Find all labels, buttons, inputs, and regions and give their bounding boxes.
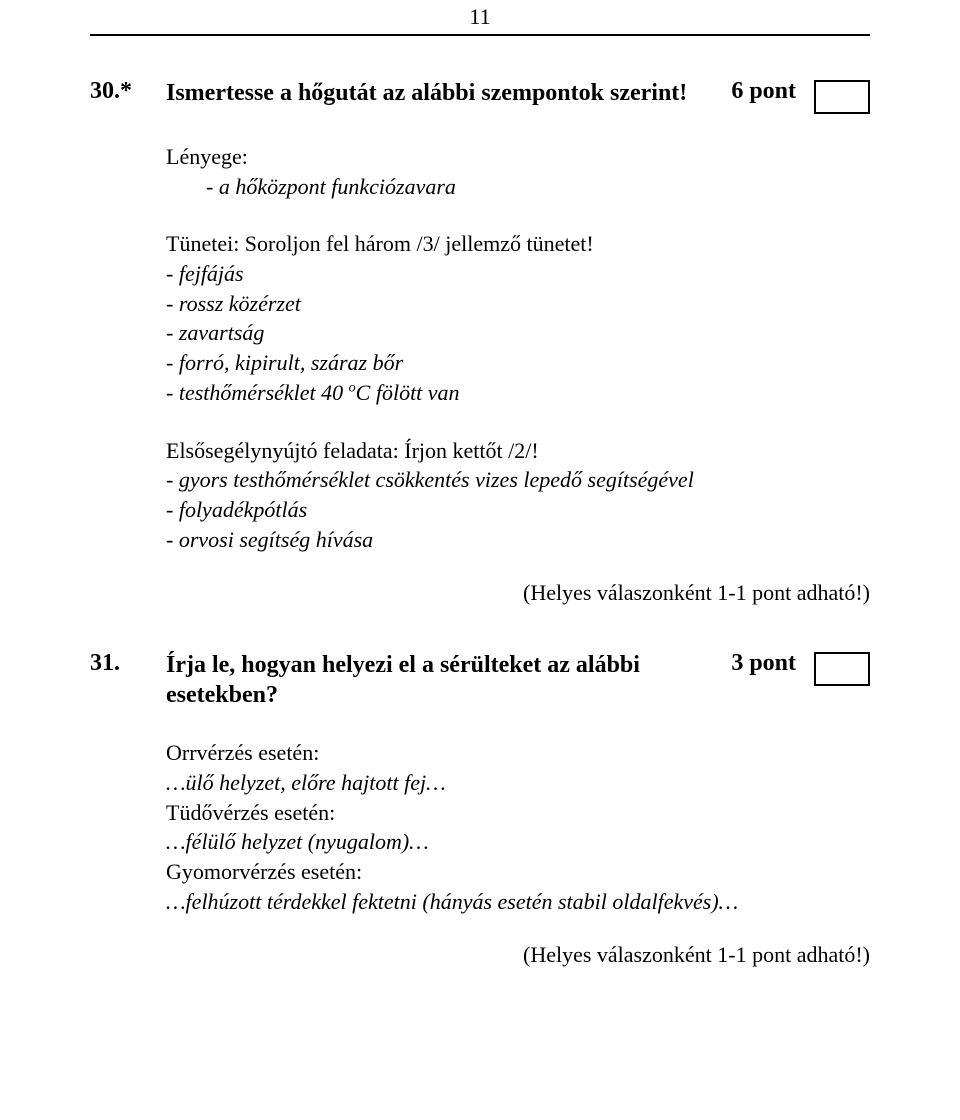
- q30-symptoms: Tünetei: Soroljon fel három /3/ jellemző…: [166, 229, 870, 407]
- q30-aid-label: Elsősegélynyújtó feladata: Írjon kettőt …: [166, 436, 870, 466]
- q30-temp-suffix: C fölött van: [356, 380, 460, 405]
- q30-aid: Elsősegélynyújtó feladata: Írjon kettőt …: [166, 436, 870, 555]
- q30-symptom-2: - rossz közérzet: [166, 289, 870, 319]
- q31-cases: Orrvérzés esetén: …ülő helyzet, előre ha…: [166, 738, 870, 916]
- q30-left: 30.* Ismertesse a hőgutát az alábbi szem…: [90, 78, 687, 108]
- q30-score-box[interactable]: [814, 80, 870, 114]
- q31-number: 31.: [90, 650, 140, 677]
- q31-score-box[interactable]: [814, 652, 870, 686]
- q31-case2-label: Tüdővérzés esetén:: [166, 798, 870, 828]
- q30-symptom-5: - testhőmérséklet 40 oC fölött van: [166, 378, 870, 408]
- q31-left: 31. Írja le, hogyan helyezi el a sérülte…: [90, 650, 640, 710]
- exam-page: 11 30.* Ismertesse a hőgutát az alábbi s…: [0, 0, 960, 1120]
- scoring-note-2: (Helyes válaszonként 1-1 pont adható!): [90, 942, 870, 968]
- q31-case2-answer: …félülő helyzet (nyugalom)…: [166, 827, 870, 857]
- q31-case3-answer: …felhúzott térdekkel fektetni (hányás es…: [166, 887, 870, 917]
- question-30-header: 30.* Ismertesse a hőgutát az alábbi szem…: [90, 78, 870, 114]
- q31-case3-label: Gyomorvérzés esetén:: [166, 857, 870, 887]
- q30-temp-sup: o: [349, 380, 356, 395]
- q31-points: 3 pont: [731, 650, 796, 677]
- q30-right: 6 pont: [731, 78, 870, 114]
- q30-temp-prefix: - testhőmérséklet 40: [166, 380, 349, 405]
- q30-aid-2: - folyadékpótlás: [166, 495, 870, 525]
- q30-aid-3: - orvosi segítség hívása: [166, 525, 870, 555]
- page-number: 11: [0, 4, 960, 30]
- q31-title-line2: esetekben?: [166, 682, 278, 708]
- header-rule: [90, 34, 870, 36]
- q30-aid-1: - gyors testhőmérséklet csökkentés vizes…: [166, 465, 870, 495]
- q31-title: Írja le, hogyan helyezi el a sérülteket …: [166, 650, 640, 710]
- q30-symptoms-label: Tünetei: Soroljon fel három /3/ jellemző…: [166, 229, 870, 259]
- q30-essence: Lényege: - a hőközpont funkciózavara: [166, 142, 870, 201]
- scoring-note-1: (Helyes válaszonként 1-1 pont adható!): [90, 580, 870, 606]
- q30-symptom-1: - fejfájás: [166, 259, 870, 289]
- q30-essence-item: - a hőközpont funkciózavara: [206, 172, 870, 202]
- q30-points: 6 pont: [731, 78, 796, 105]
- q31-case1-label: Orrvérzés esetén:: [166, 738, 870, 768]
- q31-case1-answer: …ülő helyzet, előre hajtott fej…: [166, 768, 870, 798]
- question-31-header: 31. Írja le, hogyan helyezi el a sérülte…: [90, 650, 870, 710]
- page-content: 30.* Ismertesse a hőgutát az alábbi szem…: [90, 78, 870, 968]
- q30-symptom-4: - forró, kipirult, száraz bőr: [166, 348, 870, 378]
- q30-title: Ismertesse a hőgutát az alábbi szemponto…: [166, 78, 687, 108]
- q30-symptom-3: - zavartság: [166, 318, 870, 348]
- q31-title-line1: Írja le, hogyan helyezi el a sérülteket …: [166, 652, 640, 678]
- q30-number: 30.*: [90, 78, 140, 105]
- q30-essence-label: Lényege:: [166, 142, 870, 172]
- q31-right: 3 pont: [731, 650, 870, 686]
